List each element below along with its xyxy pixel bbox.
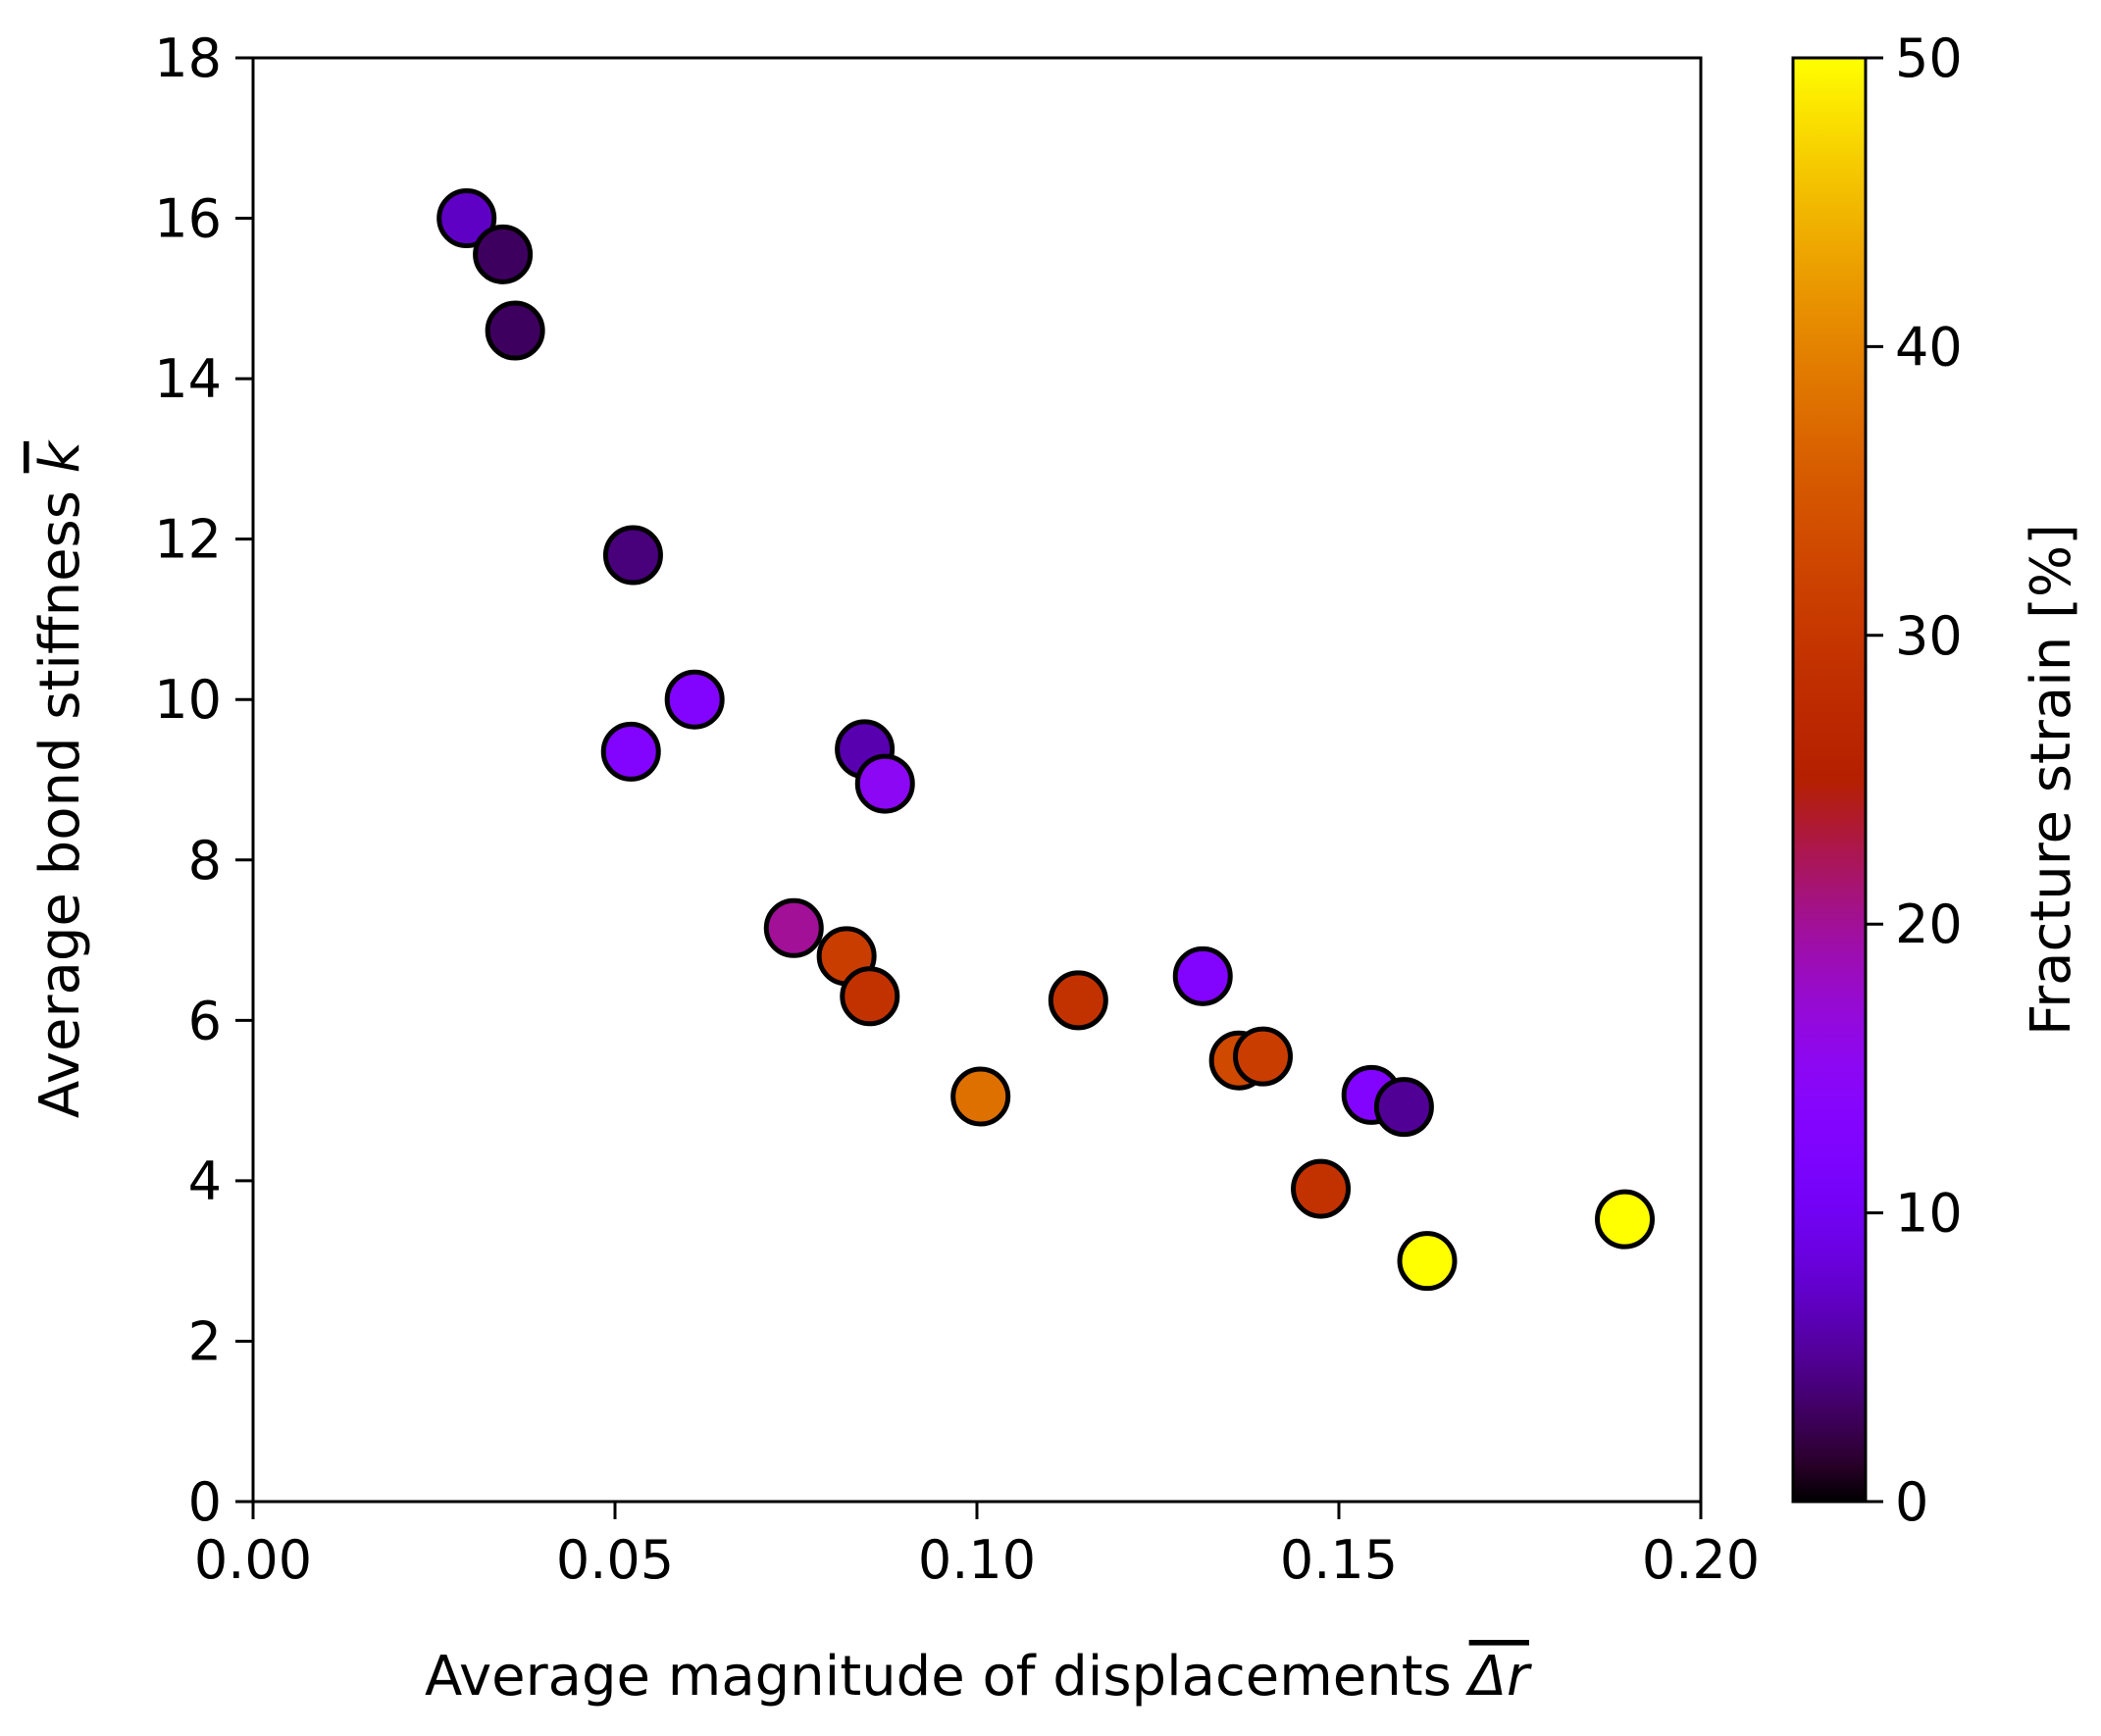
data-point	[602, 525, 663, 586]
x-axis-ticks: 0.00 0.05 0.10 0.15 0.20	[194, 1502, 1760, 1591]
y-tick-label: 4	[188, 1150, 222, 1212]
data-point	[436, 188, 497, 249]
x-tick-label: 0.05	[556, 1529, 674, 1591]
x-tick-label: 0.10	[918, 1529, 1036, 1591]
colorbar-tick-label: 0	[1895, 1471, 1928, 1533]
y-tick-label: 12	[154, 509, 222, 571]
colorbar	[1791, 56, 1868, 1504]
colorbar-tick-label: 30	[1895, 605, 1963, 667]
y-tick-label: 2	[188, 1310, 222, 1372]
colorbar-tick-label: 50	[1895, 27, 1963, 89]
data-point	[1172, 945, 1233, 1006]
y-tick-label: 8	[188, 830, 222, 892]
y-tick-label: 6	[188, 990, 222, 1051]
plot-frame	[251, 56, 1703, 1504]
data-point	[1233, 1026, 1294, 1087]
colorbar-label: Fracture strain [%]	[2020, 524, 2083, 1036]
data-point	[763, 897, 824, 958]
data-point	[1595, 1189, 1656, 1250]
data-point	[1048, 970, 1108, 1031]
x-tick-label: 0.20	[1642, 1529, 1760, 1591]
data-point	[600, 721, 661, 782]
colorbar-ticks: 0 10 20 30 40 50	[1866, 27, 1963, 1533]
data-point	[485, 300, 545, 361]
data-point	[1373, 1077, 1434, 1138]
data-point	[664, 669, 725, 730]
data-point	[840, 966, 900, 1027]
y-tick-label: 16	[154, 188, 222, 250]
colorbar-tick-label: 40	[1895, 316, 1963, 378]
y-tick-label: 10	[154, 669, 222, 731]
data-point	[950, 1066, 1011, 1127]
colorbar-tick-label: 10	[1895, 1183, 1963, 1245]
data-point	[1397, 1231, 1458, 1292]
colorbar-tick-label: 20	[1895, 894, 1963, 955]
data-points	[436, 188, 1656, 1292]
y-axis-ticks: 0 2 4 6 8 10 12 14 16 18	[154, 27, 253, 1533]
data-point	[854, 753, 915, 814]
x-axis-title: Average magnitude of displacements Δr	[425, 1645, 1532, 1709]
y-tick-label: 18	[154, 27, 222, 89]
data-point	[1291, 1158, 1352, 1219]
y-tick-label: 14	[154, 348, 222, 410]
y-axis-title: Average bond stiffness k	[28, 438, 92, 1118]
data-point	[473, 224, 534, 284]
y-tick-label: 0	[188, 1471, 222, 1533]
x-tick-label: 0.00	[194, 1529, 312, 1591]
x-tick-label: 0.15	[1280, 1529, 1398, 1591]
